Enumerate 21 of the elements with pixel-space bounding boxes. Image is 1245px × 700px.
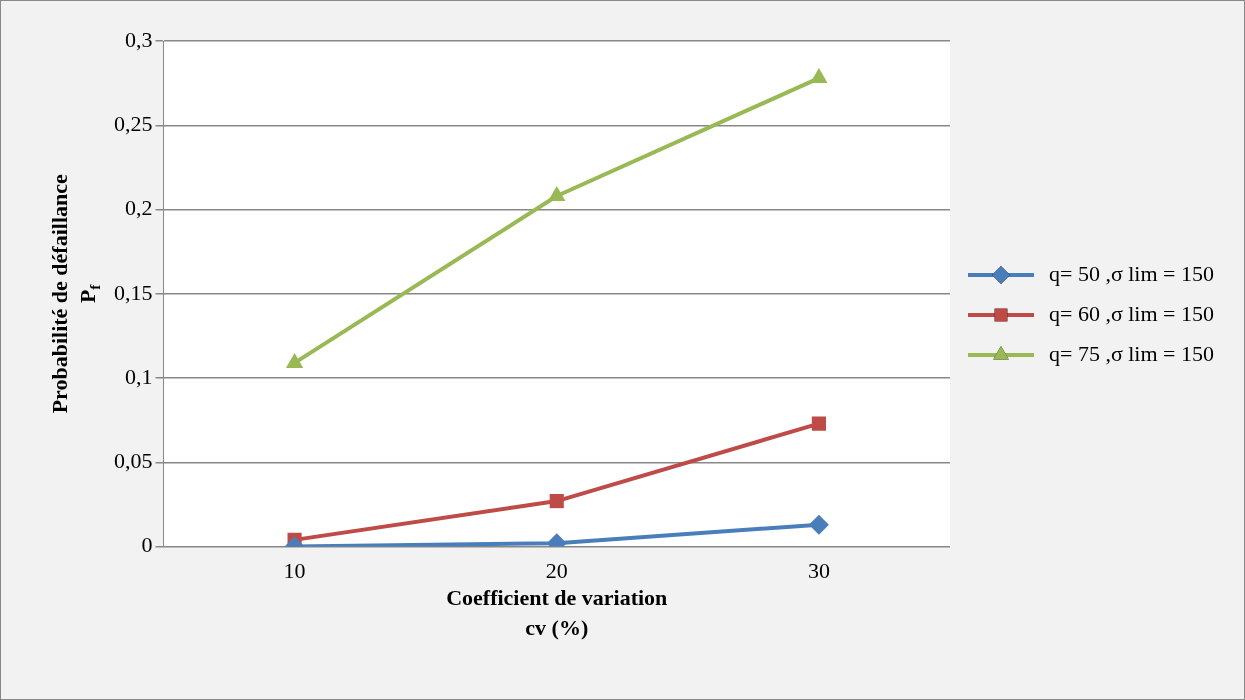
point [811,416,826,431]
x-tick-label: 10 [283,557,306,583]
y-axis-title: Probabilité de défaillance Pf [46,174,103,414]
point [285,352,304,368]
point [808,514,829,535]
y-tick-label: 0 [141,532,153,558]
point [810,68,828,84]
point [548,186,566,202]
y-tick-label: 0,15 [114,279,153,305]
point [549,494,564,509]
x-axis-title: Coefficient de variation cv (%) [446,584,668,640]
x-tick-label: 30 [807,557,830,583]
y-tick-label: 0,3 [125,26,153,52]
y-tick-label: 0,1 [125,363,153,389]
x-tick-label: 20 [545,557,568,583]
y-tick-label: 0,25 [114,111,153,137]
legend-label: q= 50 ,σ lim = 150 [1048,260,1214,286]
legend-label: q= 75 ,σ lim = 150 [1048,340,1214,366]
legend-label: q= 60 ,σ lim = 150 [1048,300,1214,326]
y-tick-label: 0,2 [125,195,153,221]
y-tick-label: 0,05 [114,448,153,474]
